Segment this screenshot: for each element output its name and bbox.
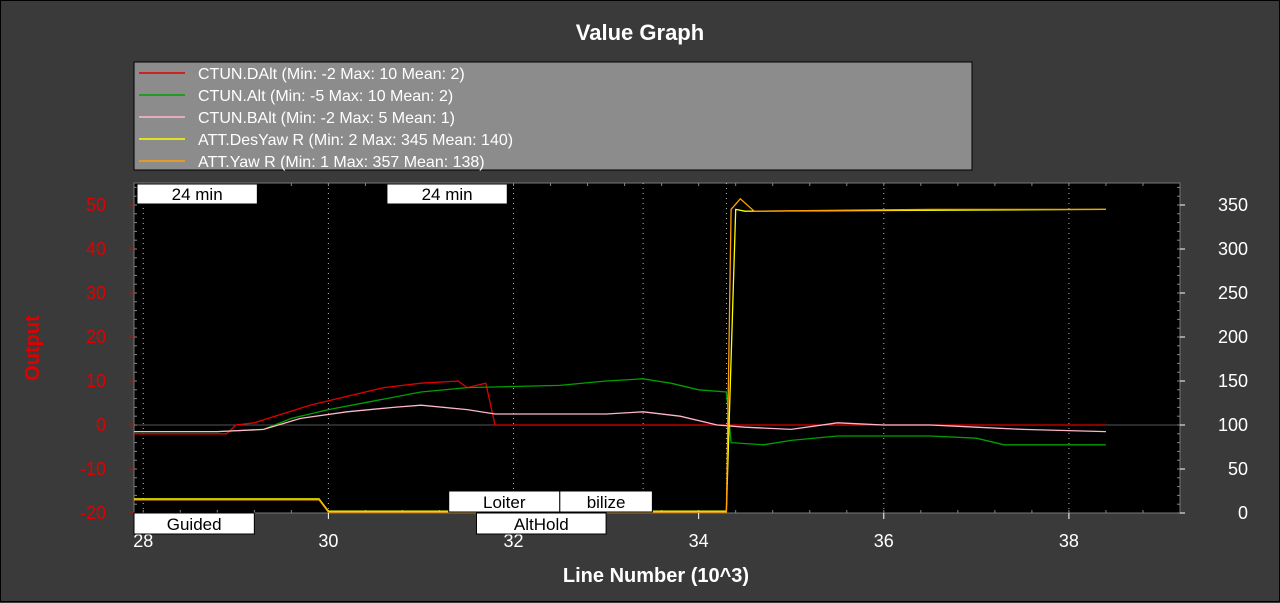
y-axis-label: Output	[22, 315, 44, 381]
x-axis-label: Line Number (10^3)	[563, 565, 749, 587]
y-tick-label: 50	[86, 195, 106, 215]
y-tick-label: 30	[86, 283, 106, 303]
mode-label: bilize	[587, 493, 626, 512]
x-tick-label: 36	[874, 531, 894, 551]
y-tick-label: 20	[86, 327, 106, 347]
y2-tick-label: 350	[1218, 195, 1248, 215]
time-marker-label: 24 min	[172, 185, 223, 204]
legend-entry: CTUN.BAlt (Min: -2 Max: 5 Mean: 1)	[198, 110, 455, 127]
y-tick-label: -10	[80, 459, 106, 479]
x-tick-label: 30	[318, 531, 338, 551]
mode-box	[475, 512, 607, 535]
y-tick-label: -20	[80, 503, 106, 523]
series-line-1	[134, 378, 1106, 446]
time-marker-box	[386, 183, 508, 205]
y2-tick-label: 100	[1218, 415, 1248, 435]
mode-label: Guided	[167, 515, 222, 534]
y2-tick-label: 200	[1218, 327, 1248, 347]
legend-entry: ATT.DesYaw R (Min: 2 Max: 345 Mean: 140)	[198, 132, 513, 149]
x-tick-label: 32	[504, 531, 524, 551]
legend-entry: CTUN.Alt (Min: -5 Max: 10 Mean: 2)	[198, 88, 453, 105]
chart-title: Value Graph	[576, 20, 704, 45]
y2-tick-label: 50	[1228, 459, 1248, 479]
y2-tick-label: 150	[1218, 371, 1248, 391]
time-marker-box	[136, 183, 258, 205]
mode-label: AltHold	[514, 515, 569, 534]
y2-tick-label: 300	[1218, 239, 1248, 259]
legend: CTUN.DAlt (Min: -2 Max: 10 Mean: 2) CTUN.…	[133, 61, 973, 171]
series-line-4	[134, 197, 1106, 513]
y-tick-label: 10	[86, 371, 106, 391]
plot-area: 28 30 32 34 36 3850403020100-10-2035030025020…	[80, 182, 1248, 551]
plot-background	[133, 182, 1181, 514]
mode-box	[133, 512, 255, 535]
legend-entry: CTUN.DAlt (Min: -2 Max: 10 Mean: 2)	[198, 66, 465, 83]
legend-box	[133, 61, 973, 171]
mode-label: Loiter	[483, 493, 526, 512]
series-line-2	[134, 404, 1106, 433]
x-tick-label: 28	[133, 531, 153, 551]
y-tick-label: 40	[86, 239, 106, 259]
series-line-0	[134, 380, 1106, 435]
x-tick-label: 34	[689, 531, 709, 551]
time-marker-label: 24 min	[422, 185, 473, 204]
y2-tick-label: 250	[1218, 283, 1248, 303]
x-tick-label: 38	[1059, 531, 1079, 551]
mode-box	[559, 490, 653, 513]
y2-tick-label: 0	[1238, 503, 1248, 523]
legend-entry: ATT.Yaw R (Min: 1 Max: 357 Mean: 138)	[198, 154, 485, 171]
y-tick-label: 0	[96, 415, 106, 435]
